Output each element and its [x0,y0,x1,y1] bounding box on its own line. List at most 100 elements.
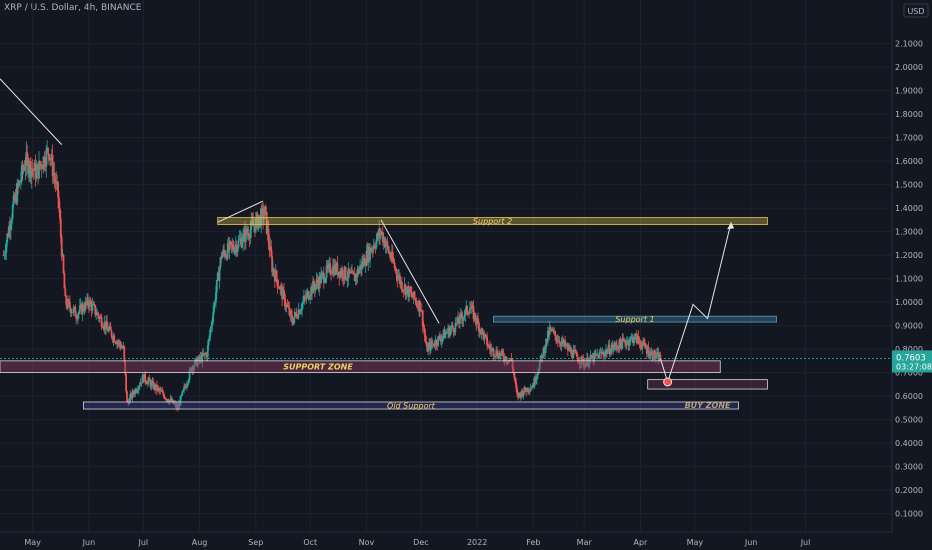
candle-body [507,361,509,363]
candle-body [241,242,244,248]
candle-body [331,272,333,274]
candle-body [187,379,190,384]
candle-body [32,169,35,171]
candle-body [242,233,245,243]
candle-body [444,333,447,339]
candle-body [319,276,322,284]
candle-body [195,357,198,367]
candle-body [382,238,385,243]
candle-body [322,273,325,283]
candle-body [299,311,302,314]
candle-body [393,262,396,268]
candle-body [371,249,374,251]
y-tick-label: 2.0000 [895,63,923,72]
candle-body [376,232,379,240]
candle-body [79,303,82,306]
zone-support-zone [0,360,721,374]
candle-body [81,305,84,315]
candle-body [390,252,393,260]
candle-body [589,355,592,360]
candle-body [358,269,361,274]
candle-body [217,272,220,281]
candle-body [380,231,382,236]
candle-body [287,306,290,308]
candle-body [146,380,149,385]
candle-body [15,192,18,203]
candle-body [7,233,10,237]
candle-body [255,213,258,219]
zone-label: Old Support [387,402,436,411]
candle-body [600,351,603,354]
candle-body [283,289,285,295]
candle-body [656,352,659,354]
candle-body [606,350,609,354]
candle-body [530,387,533,389]
candle-body [626,340,629,343]
candle-body [239,238,242,239]
candle-body [434,339,437,347]
candle-body [619,339,622,344]
candle-body [104,322,107,330]
candle-body [165,398,167,400]
candle-body [621,338,624,349]
candle-body [480,328,483,334]
candle-body [73,306,76,308]
candle-body [417,305,420,311]
candle-body [564,340,567,347]
candle-body [237,239,240,248]
candle-body [232,244,235,250]
candle-body [142,375,145,382]
candle-body [461,317,464,321]
candle-body [658,354,661,362]
candle-body [29,161,32,178]
candle-body [411,296,414,298]
candle-body [406,286,409,289]
candle-body [305,293,308,299]
candle-body [63,273,66,289]
candle-body [627,340,630,346]
candle-body [72,307,75,313]
candle-body [566,344,568,346]
candle-body [254,225,256,232]
candle-body [52,172,55,176]
candle-body [24,165,27,170]
candle-body [105,320,108,330]
candle-body [396,274,399,280]
candle-body [634,334,636,341]
candle-body [467,313,469,315]
candle-body [429,342,431,351]
candle-body [477,318,479,323]
candle-body [272,268,274,273]
candle-body [303,296,306,298]
candle-body [283,294,286,306]
candle-body [145,381,147,384]
candle-body [359,265,362,270]
candle-body [654,356,657,358]
candle-body [209,328,212,336]
candle-body [228,241,231,251]
candle-body [457,317,459,323]
candle-body [74,306,77,317]
candle-body [171,399,174,403]
candle-body [151,381,154,383]
candle-body [514,378,517,382]
candle-body [114,341,117,343]
candle-body [78,311,80,315]
candle-body [462,317,465,321]
candle-body [509,358,512,360]
candle-body [45,149,48,167]
candle-body [451,325,454,329]
candle-body [553,331,556,333]
candle-body [244,228,247,242]
candle-body [284,305,287,307]
candle-body [188,369,191,380]
candle-body [263,206,266,216]
candle-body [250,220,253,230]
candle-body [558,341,561,344]
candle-body [289,310,292,315]
candle-body [245,228,248,234]
candle-body [137,386,140,391]
candle-body [42,156,45,169]
candle-body [12,195,15,205]
